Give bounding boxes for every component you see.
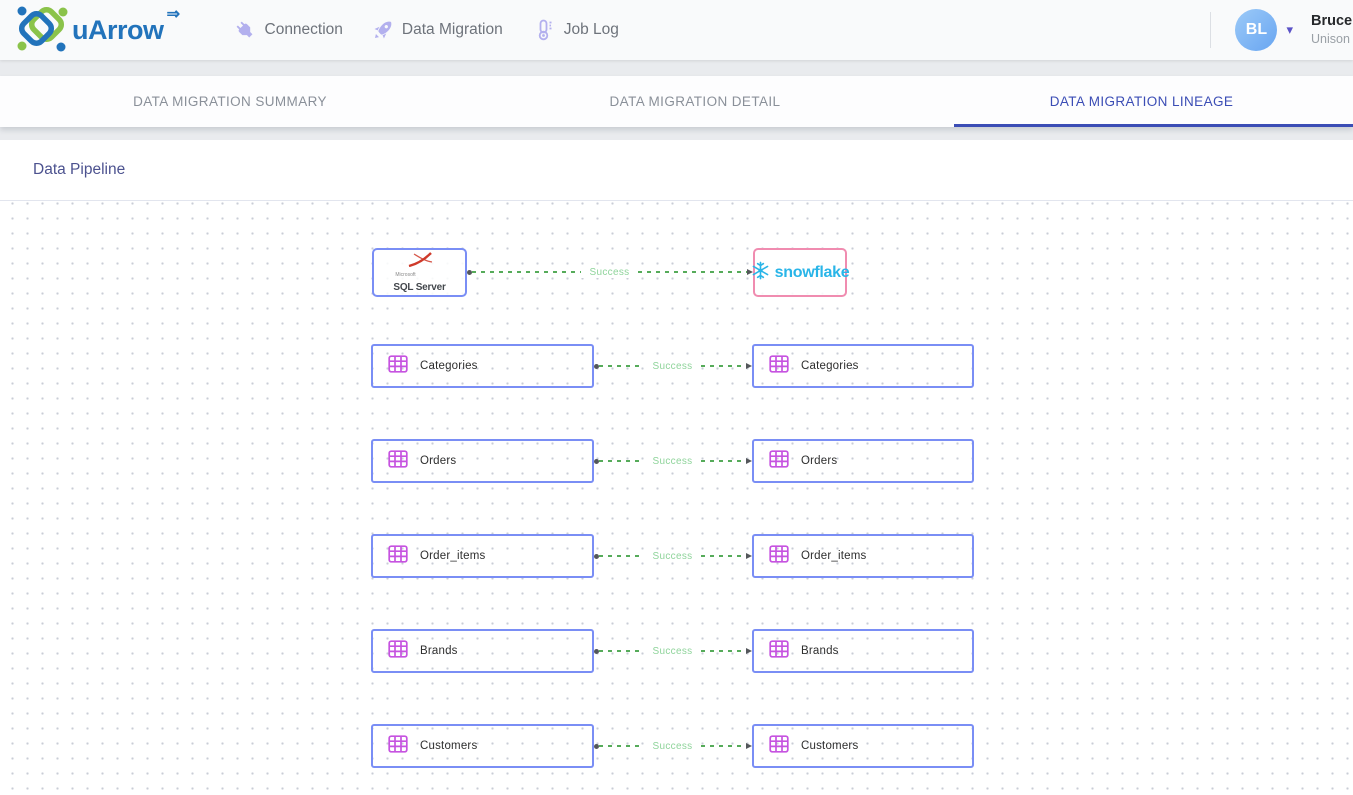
lineage-node-target-order-items[interactable]: Order_items (752, 534, 974, 578)
lineage-node-source-categories[interactable]: Categories (371, 344, 594, 388)
lineage-canvas[interactable]: Microsoft SQL Server Success (0, 201, 1353, 795)
plug-icon (234, 19, 256, 41)
page-title: Data Pipeline (33, 161, 126, 178)
tab-data-migration-summary[interactable]: DATA MIGRATION SUMMARY (133, 94, 327, 109)
user-info[interactable]: Bruce Unison (1311, 12, 1353, 48)
table-icon (769, 639, 789, 663)
lineage-node-source-orders[interactable]: Orders (371, 439, 594, 483)
edge-status-label: Success (580, 266, 639, 278)
spacer-strip (0, 60, 1353, 76)
edge-order-items: Success (594, 545, 752, 567)
table-icon (388, 639, 408, 663)
edge-status-label: Success (643, 740, 702, 752)
nav-label: Job Log (563, 21, 619, 38)
edge-source-handle (467, 269, 472, 275)
nav-item-job-log[interactable]: Job Log (533, 19, 619, 41)
edge-arrow-icon (746, 553, 752, 559)
node-label: Categories (801, 360, 859, 372)
thermometer-icon (533, 19, 555, 41)
sqlserver-logo-icon (405, 251, 435, 272)
brand-logo[interactable]: uArrow ⇒ (14, 2, 180, 59)
edge-status-label: Success (643, 360, 702, 372)
node-label: Order_items (801, 550, 867, 562)
edge-arrow-icon (746, 743, 752, 749)
node-label: Orders (801, 455, 838, 467)
lineage-node-source-order-items[interactable]: Order_items (371, 534, 594, 578)
spacer-strip (0, 127, 1353, 140)
lineage-node-sqlserver[interactable]: Microsoft SQL Server (372, 248, 467, 297)
node-label: Orders (420, 455, 457, 467)
edge-status-label: Success (643, 550, 702, 562)
nav-item-data-migration[interactable]: Data Migration (373, 20, 503, 40)
table-icon (769, 354, 789, 378)
edge-status-label: Success (643, 645, 702, 657)
lineage-node-source-brands[interactable]: Brands (371, 629, 594, 673)
table-icon (388, 734, 408, 758)
node-label: Brands (801, 645, 839, 657)
edge-status-label: Success (643, 455, 702, 467)
table-icon (769, 734, 789, 758)
edge-arrow-icon (746, 648, 752, 654)
main-nav: Connection Data Migration (234, 19, 619, 41)
tab-data-migration-detail[interactable]: DATA MIGRATION DETAIL (609, 94, 781, 109)
snowflake-logo-icon (751, 261, 770, 285)
user-area: BL ▾ Bruce Unison (1210, 9, 1353, 51)
user-avatar[interactable]: BL (1235, 9, 1278, 51)
edge-systems: Success (467, 261, 753, 283)
lineage-node-target-orders[interactable]: Orders (752, 439, 974, 483)
node-label: Order_items (420, 550, 486, 562)
node-label: Customers (420, 740, 478, 752)
node-label: Customers (801, 740, 859, 752)
edge-customers: Success (594, 735, 752, 757)
node-label: Brands (420, 645, 458, 657)
lineage-node-source-customers[interactable]: Customers (371, 724, 594, 768)
table-icon (388, 544, 408, 568)
brand-arrow-icon: ⇒ (166, 5, 180, 23)
table-icon (769, 449, 789, 473)
brand-mark-icon (14, 2, 70, 59)
nav-label: Connection (264, 21, 343, 38)
divider (1210, 12, 1212, 48)
edge-arrow-icon (746, 363, 752, 369)
brand-name: uArrow ⇒ (72, 5, 180, 45)
user-org: Unison (1311, 32, 1350, 47)
table-icon (388, 354, 408, 378)
rocket-icon (373, 20, 393, 40)
tab-data-migration-lineage[interactable]: DATA MIGRATION LINEAGE (930, 76, 1353, 127)
lineage-node-target-brands[interactable]: Brands (752, 629, 974, 673)
top-navbar: uArrow ⇒ Connection Data Migrat (0, 0, 1353, 60)
node-label: Categories (420, 360, 478, 372)
edge-orders: Success (594, 450, 752, 472)
lineage-node-target-categories[interactable]: Categories (752, 344, 974, 388)
tab-bar: DATA MIGRATION SUMMARY DATA MIGRATION DE… (0, 76, 1353, 127)
nav-label: Data Migration (401, 21, 503, 38)
table-icon (388, 449, 408, 473)
sqlserver-label: Microsoft SQL Server (393, 271, 446, 293)
lineage-node-snowflake[interactable]: snowflake (751, 248, 850, 297)
edge-categories: Success (594, 355, 752, 377)
table-icon (769, 544, 789, 568)
snowflake-label: snowflake (774, 263, 850, 281)
user-name: Bruce (1311, 12, 1353, 29)
edge-arrow-icon (746, 458, 752, 464)
chevron-down-icon[interactable]: ▾ (1286, 22, 1293, 37)
content-header: Data Pipeline (0, 140, 1353, 201)
edge-arrow-icon (747, 269, 753, 275)
lineage-node-target-customers[interactable]: Customers (752, 724, 974, 768)
edge-brands: Success (594, 640, 752, 662)
nav-item-connection[interactable]: Connection (234, 19, 343, 41)
